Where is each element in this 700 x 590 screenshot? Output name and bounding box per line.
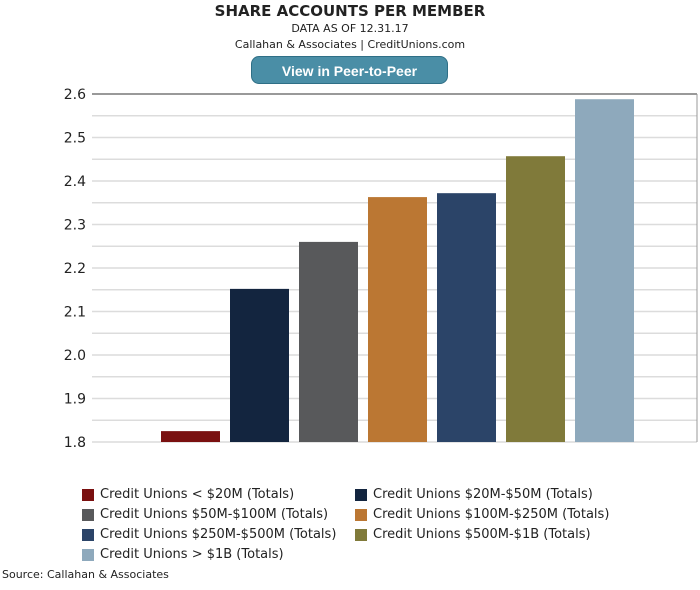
- legend-item: Credit Unions $20M-$50M (Totals): [355, 487, 593, 502]
- legend-label: Credit Unions $100M-$250M (Totals): [373, 507, 610, 522]
- y-tick-label: 1.8: [64, 435, 86, 451]
- legend-label: Credit Unions > $1B (Totals): [100, 547, 284, 562]
- legend-swatch: [355, 528, 367, 541]
- y-tick-label: 2.0: [64, 348, 86, 364]
- legend-item: Credit Unions $500M-$1B (Totals): [355, 527, 591, 542]
- view-in-peer-to-peer-button[interactable]: View in Peer-to-Peer: [251, 56, 448, 84]
- legend-label: Credit Unions $20M-$50M (Totals): [373, 487, 593, 502]
- y-tick-label: 2.4: [64, 174, 86, 190]
- legend-label: Credit Unions $50M-$100M (Totals): [100, 507, 329, 522]
- bar: [506, 156, 565, 442]
- y-tick-label: 2.2: [64, 261, 86, 277]
- legend-swatch: [82, 508, 94, 521]
- bar: [161, 431, 220, 442]
- bar: [230, 288, 289, 442]
- chart-credit: Callahan & Associates | CreditUnions.com: [234, 38, 466, 51]
- y-tick-label: 1.9: [64, 392, 86, 408]
- y-tick-label: 2.5: [64, 131, 86, 147]
- bar: [299, 241, 358, 442]
- legend-swatch: [355, 488, 367, 501]
- y-tick-label: 2.6: [64, 87, 86, 103]
- legend-label: Credit Unions $250M-$500M (Totals): [100, 527, 337, 542]
- legend-label: Credit Unions < $20M (Totals): [100, 487, 295, 502]
- legend-swatch: [82, 488, 94, 501]
- legend-item: Credit Unions $100M-$250M (Totals): [355, 507, 609, 522]
- bar: [575, 99, 634, 442]
- legend-item: Credit Unions > $1B (Totals): [82, 547, 284, 562]
- legend-item: Credit Unions < $20M (Totals): [82, 487, 294, 502]
- source-note: Source: Callahan & Associates: [2, 568, 169, 581]
- legend-swatch: [82, 528, 94, 541]
- y-tick-label: 2.3: [64, 218, 86, 234]
- bar: [368, 197, 427, 442]
- bar: [437, 193, 496, 442]
- legend-swatch: [82, 548, 94, 561]
- legend-item: Credit Unions $250M-$500M (Totals): [82, 527, 336, 542]
- chart-title: SHARE ACCOUNTS PER MEMBER: [214, 2, 486, 20]
- legend-item: Credit Unions $50M-$100M (Totals): [82, 507, 328, 522]
- legend-label: Credit Unions $500M-$1B (Totals): [373, 527, 591, 542]
- legend-swatch: [355, 508, 367, 521]
- y-tick-label: 2.1: [64, 305, 86, 321]
- chart-subtitle: DATA AS OF 12.31.17: [291, 22, 409, 35]
